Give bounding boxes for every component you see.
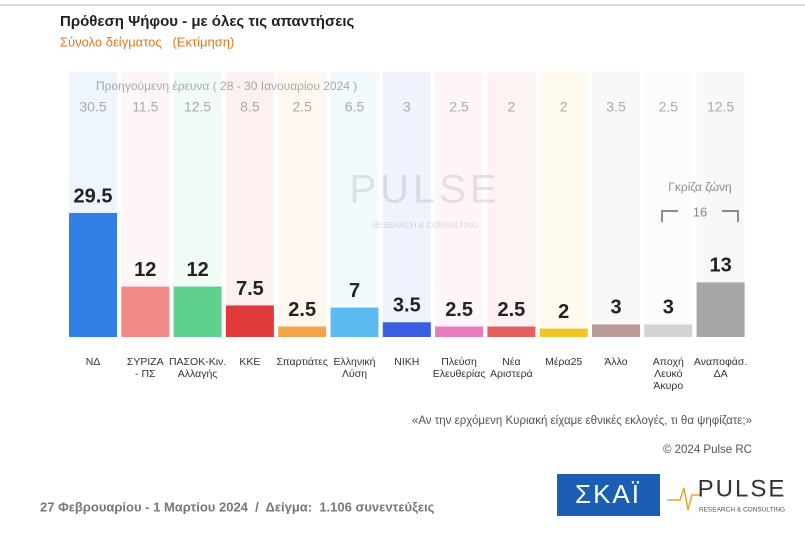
category-label: Άλλο	[604, 356, 628, 368]
category-label: Αναποφάσ. ΔΑ	[693, 356, 748, 380]
category-label: ΝΔ	[85, 356, 101, 368]
previous-value: 6.5	[345, 99, 365, 115]
column-background	[435, 72, 484, 337]
previous-value: 8.5	[240, 99, 260, 115]
previous-value: 12.5	[184, 99, 211, 115]
previous-value: 3.5	[606, 99, 626, 115]
category-label: ΚΚΕ	[239, 356, 261, 368]
pulse-logo: PULSE	[698, 475, 787, 502]
bar	[435, 326, 484, 337]
previous-value: 2	[508, 99, 516, 115]
category-label: ΣΥΡΙΖΑ - ΠΣ	[126, 356, 164, 380]
category-label: ΠΑΣΟΚ-Κιν. Αλλαγής	[168, 356, 227, 380]
value-label: 13	[709, 255, 731, 277]
bar	[69, 213, 117, 337]
bar	[278, 326, 327, 337]
chart-title: Πρόθεση Ψήφου - με όλες τις απαντήσεις	[60, 13, 354, 30]
previous-title: Προηγούμενη έρευνα ( 28 - 30 Ιανουαρίου …	[96, 79, 357, 93]
pulse-logo-sub: RESEARCH & CONSULTING	[699, 507, 785, 514]
column-background	[644, 72, 693, 337]
previous-value: 30.5	[79, 99, 106, 115]
bar	[592, 324, 640, 337]
previous-value: 2.5	[292, 99, 312, 115]
chart-subtitle: Σύνολο δείγματος (Εκτίμηση)	[60, 34, 234, 49]
value-label: 2.5	[445, 299, 473, 321]
category-label: Πλεύση Ελευθερίας	[432, 356, 486, 380]
bar	[121, 286, 170, 337]
column-background	[278, 72, 327, 337]
skai-logo-box	[557, 474, 660, 516]
value-label: 12	[134, 259, 156, 281]
value-label: 7	[349, 280, 360, 302]
value-label: 3.5	[393, 295, 421, 317]
watermark: PULSE	[349, 168, 500, 212]
bar	[173, 286, 222, 337]
column-background	[225, 72, 274, 337]
column-background	[539, 72, 588, 337]
value-label: 7.5	[236, 278, 264, 300]
value-label: 2	[558, 301, 569, 323]
previous-value: 2.5	[449, 99, 469, 115]
footer: 27 Φεβρουαρίου - 1 Μαρτίου 2024 / Δείγμα…	[40, 499, 435, 514]
skai-logo: ΣΚΑΪ	[575, 479, 641, 509]
value-label: 2.5	[497, 299, 525, 321]
value-label: 29.5	[74, 185, 113, 207]
previous-value: 3	[403, 99, 411, 115]
copyright: © 2024 Pulse RC	[663, 444, 752, 456]
value-label: 3	[663, 297, 674, 319]
bar	[644, 324, 693, 337]
column-background	[487, 72, 536, 337]
bar	[225, 305, 274, 337]
value-label: 12	[186, 259, 208, 281]
bar	[539, 328, 588, 337]
pulse-logo-wave	[667, 487, 700, 511]
question: «Αν την ερχόμενη Κυριακή είχαμε εθνικές …	[412, 415, 752, 427]
category-label: Νέα Αριστερά	[490, 356, 533, 380]
previous-value: 2.5	[659, 99, 679, 115]
previous-value: 12.5	[707, 99, 734, 115]
gray-zone-label: Γκρίζα ζώνη	[668, 180, 731, 194]
previous-value: 2	[560, 99, 568, 115]
category-label: Ελληνική Λύση	[333, 356, 376, 380]
category-label: Σπαρτιάτες	[276, 356, 328, 368]
bar	[487, 326, 536, 337]
previous-value: 11.5	[132, 99, 158, 115]
bar	[696, 282, 745, 337]
category-label: ΝΙΚΗ	[394, 356, 420, 368]
bar	[330, 307, 379, 337]
column-background	[382, 72, 431, 337]
category-label: Αποχή Λευκό Άκυρο	[652, 356, 684, 392]
bar	[382, 322, 431, 337]
column-background	[330, 72, 379, 337]
value-label: 3	[610, 297, 621, 319]
category-label: Μέρα25	[545, 356, 583, 368]
gray-zone-value: 16	[693, 204, 707, 219]
column-background	[592, 72, 640, 337]
watermark-sub: RESEARCH & CONSULTING	[372, 221, 478, 230]
value-label: 2.5	[288, 299, 316, 321]
gray-zone-bracket	[661, 210, 739, 222]
